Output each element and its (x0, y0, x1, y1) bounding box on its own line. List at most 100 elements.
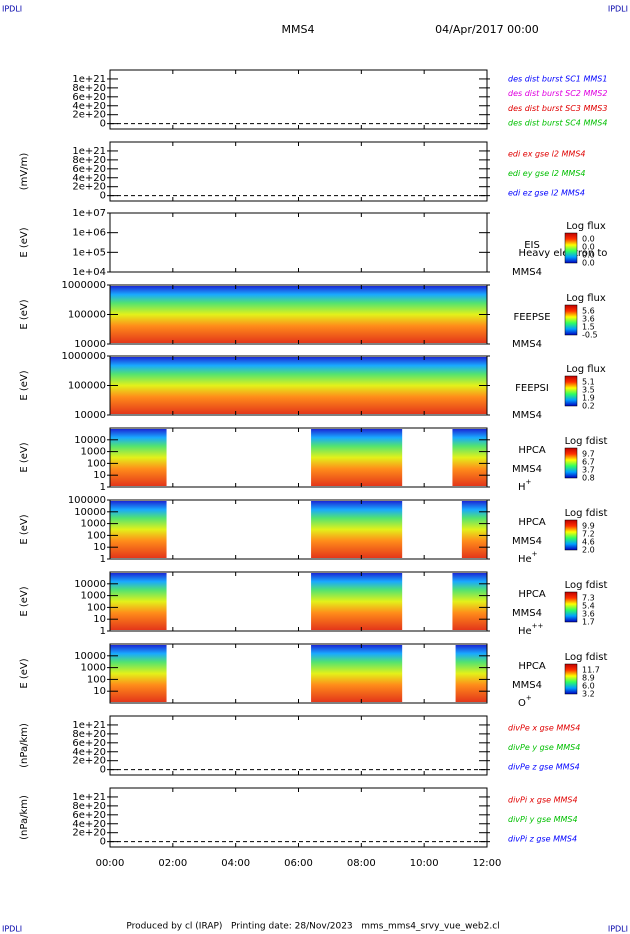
species-sup: + (532, 550, 538, 558)
colorbar-tick-label: 6.7 (582, 458, 595, 467)
legend-entry: edi ez gse l2 MMS4 (508, 189, 585, 198)
spectrogram-block (452, 573, 487, 630)
y-axis-label: (nPa/km) (19, 723, 30, 768)
spectrogram-block (110, 501, 167, 558)
x-tick-label: 04:00 (221, 858, 250, 869)
y-tick-label: 1 (100, 482, 106, 493)
x-tick-label: 08:00 (347, 858, 376, 869)
spectrogram-block (110, 429, 167, 486)
instrument-label: FEEPSI (515, 383, 549, 394)
legend-entry: edi ex gse l2 MMS4 (508, 149, 586, 158)
spacecraft-label: MMS4 (512, 464, 542, 475)
colorbar-tick-label: 7.2 (582, 530, 595, 539)
colorbar-tick-label: 5.1 (582, 378, 595, 387)
y-tick-label: 8e+20 (72, 801, 106, 812)
colorbar-title: Log flux (566, 364, 606, 375)
spacecraft-label: MMS4 (512, 608, 542, 619)
y-axis-label: E (eV) (19, 370, 30, 400)
annotation: Heavy electron to (519, 248, 608, 259)
legend-entry: divPi y gse MMS4 (508, 815, 578, 824)
legend-entry: des dist burst SC4 MMS4 (508, 119, 607, 128)
y-tick-label: 10000 (74, 339, 106, 350)
colorbar (564, 304, 578, 336)
legend-entry: divPe x gse MMS4 (508, 723, 580, 732)
y-tick-label: 100000 (68, 495, 106, 506)
species-sup: ++ (532, 622, 544, 630)
instrument-label: EIS (524, 240, 540, 251)
species-sup: + (526, 694, 532, 702)
y-tick-label: 1 (100, 554, 106, 565)
colorbar-tick-label: 1.9 (582, 394, 595, 403)
y-tick-label: 0 (100, 837, 106, 848)
instrument-label: HPCA (518, 445, 546, 456)
colorbar-title: Log fdist (565, 436, 608, 447)
colorbar-tick-label: 0.2 (582, 402, 595, 411)
spectrogram-block (110, 286, 487, 343)
y-tick-label: 100 (87, 674, 106, 685)
colorbar-tick-label: 5.6 (582, 307, 595, 316)
y-axis-label: E (eV) (19, 442, 30, 472)
y-axis-label: E (eV) (19, 514, 30, 544)
y-tick-label: 100 (87, 530, 106, 541)
y-tick-label: 1000000 (61, 280, 106, 291)
spectrogram-block (110, 645, 167, 702)
colorbar-tick-label: 7.3 (582, 594, 595, 603)
panel-frame (109, 787, 488, 848)
y-tick-label: 1000 (81, 591, 106, 602)
colorbar-tick-label: 9.7 (582, 450, 595, 459)
colorbar-title: Log fdist (565, 508, 608, 519)
colorbar-title: Log flux (566, 293, 606, 304)
species-base: He (518, 626, 532, 637)
legend-entry: des dist burst SC2 MMS2 (508, 89, 607, 98)
x-tick-label: 02:00 (158, 858, 187, 869)
spectrogram-block (110, 357, 487, 414)
spectrogram-block (311, 501, 403, 558)
y-tick-label: 10000 (74, 410, 106, 421)
y-tick-label: 10 (93, 542, 106, 553)
y-tick-label: 10 (93, 614, 106, 625)
species-base: He (518, 554, 532, 565)
y-tick-label: 1e+06 (72, 228, 106, 239)
colorbar-title: Log flux (566, 221, 606, 232)
y-tick-label: 6e+20 (72, 164, 106, 175)
panel-frame (109, 715, 488, 776)
y-tick-label: 0 (100, 119, 106, 130)
y-tick-label: 0 (100, 765, 106, 776)
species-label: He++ (518, 622, 544, 637)
legend-entry: divPi z gse MMS4 (508, 835, 577, 844)
colorbar-tick-label: 1.5 (582, 323, 595, 332)
legend-entry: divPi x gse MMS4 (508, 795, 578, 804)
y-tick-label: 8e+20 (72, 155, 106, 166)
species-label: O+ (518, 694, 532, 709)
colorbar-tick-label: 1.7 (582, 618, 595, 627)
corner-label: IPDLI (608, 925, 628, 934)
y-axis-label: (mV/m) (19, 153, 30, 191)
spectrogram-block (110, 573, 167, 630)
colorbar-tick-label: 0.0 (582, 259, 595, 268)
spectrogram-block (455, 645, 487, 702)
colorbar-tick-label: 8.9 (582, 674, 595, 683)
y-tick-label: 4e+20 (72, 747, 106, 758)
x-tick-label: 12:00 (473, 858, 502, 869)
spectrogram-block (461, 501, 487, 558)
corner-label: IPDLI (608, 5, 628, 14)
y-tick-label: 0 (100, 191, 106, 202)
y-tick-label: 10000 (74, 507, 106, 518)
y-tick-label: 6e+20 (72, 92, 106, 103)
y-tick-label: 10000 (74, 651, 106, 662)
colorbar-tick-label: 0.8 (582, 474, 595, 483)
y-tick-label: 1 (100, 626, 106, 637)
y-tick-label: 10 (93, 686, 106, 697)
colorbar-tick-label: 11.7 (582, 666, 600, 675)
x-tick-label: 06:00 (284, 858, 313, 869)
y-tick-label: 2e+20 (72, 828, 106, 839)
spectrogram-block (311, 429, 403, 486)
colorbar-tick-label: 6.0 (582, 682, 595, 691)
x-tick-label: 10:00 (410, 858, 439, 869)
legend-entry: des dist burst SC1 MMS1 (508, 74, 607, 83)
colorbar (564, 375, 578, 407)
y-tick-label: 1000 (81, 663, 106, 674)
colorbar-tick-label: 9.9 (582, 522, 595, 531)
colorbar-tick-label: 4.6 (582, 538, 595, 547)
